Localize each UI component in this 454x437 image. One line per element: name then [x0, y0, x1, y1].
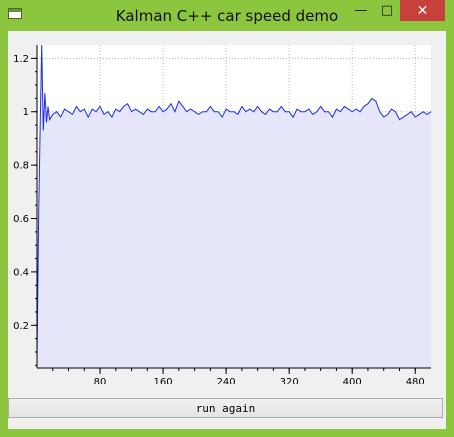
- speed-chart: 0.2 0.4 0.6 0.8 1 1.2 80 160 240 320 400 480: [13, 44, 432, 388]
- plot-area: 0.2 0.4 0.6 0.8 1 1.2 80 160 240 320 400 480: [8, 31, 446, 388]
- minimize-button[interactable]: —: [354, 3, 368, 18]
- y-tick-label: 0.8: [13, 161, 29, 172]
- maximize-button[interactable]: □: [380, 3, 394, 18]
- title-bar[interactable]: Kalman C++ car speed demo — □ ✕: [0, 0, 454, 32]
- client-area: 0.2 0.4 0.6 0.8 1 1.2 80 160 240 320 400 480 run ag…: [8, 31, 446, 429]
- speed-series-line: [36, 44, 432, 358]
- run-again-button[interactable]: run again: [8, 398, 443, 418]
- y-tick-label: 0.2: [13, 321, 29, 332]
- y-tick-label: 0.4: [13, 267, 29, 278]
- x-tick-label: 400: [343, 377, 362, 384]
- y-tick-label: 0.6: [13, 214, 29, 225]
- window-title: Kalman C++ car speed demo: [115, 7, 339, 25]
- axis-layer: 0.2 0.4 0.6 0.8 1 1.2 80 160 240 320 400 480: [13, 45, 431, 388]
- x-tick-label: 160: [154, 377, 173, 384]
- x-tick-label: 80: [94, 377, 107, 384]
- y-tick-label: 1.2: [13, 54, 29, 65]
- close-button[interactable]: ✕: [400, 0, 445, 21]
- x-tick-label: 480: [406, 377, 425, 384]
- app-window-icon[interactable]: [8, 8, 22, 19]
- speed-area-fill: [37, 45, 431, 368]
- y-tick-label: 1: [23, 107, 29, 118]
- x-tick-label: 320: [280, 377, 299, 384]
- x-tick-label: 240: [217, 377, 236, 384]
